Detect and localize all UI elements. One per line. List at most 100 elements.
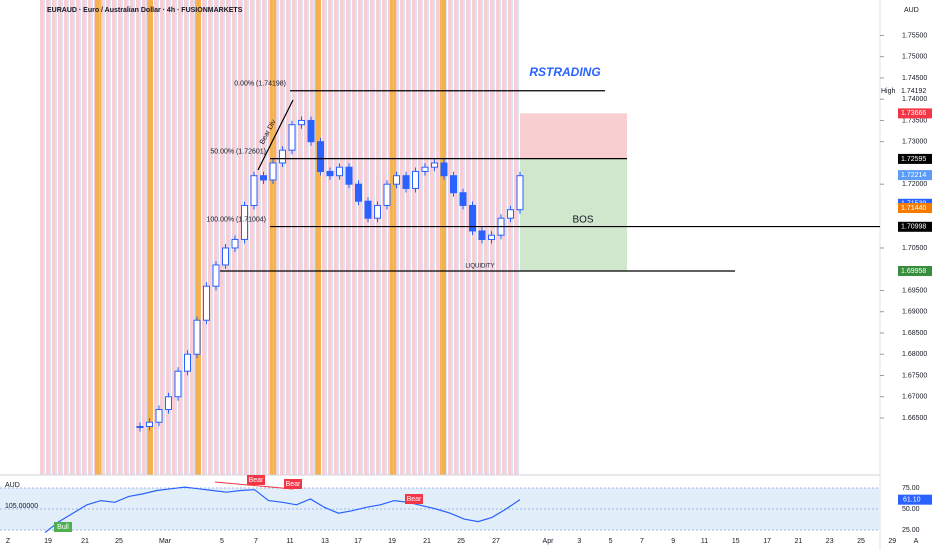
rsi-line [44,486,521,534]
candle [165,396,172,410]
rsi-currency: AUD [5,482,20,489]
stripe [106,0,110,475]
candle [402,175,410,189]
candle [336,166,343,177]
stripe [364,0,368,475]
rsi-scale-label: 105.00000 [5,503,38,510]
symbol-title: EURAUD · Euro / Australian Dollar · 4h ·… [47,7,243,14]
candle [222,247,229,266]
y-tick-label: 1.74000 [902,96,927,103]
candle [383,183,391,206]
stripe [361,0,363,475]
stripe [385,0,387,475]
stripe [379,0,381,475]
stripe [160,0,164,475]
y-tick-label: 1.72000 [902,181,927,188]
stripe [40,0,44,475]
stripe [517,0,519,475]
stripe [46,0,50,475]
y-tick-label: 1.69500 [902,287,927,294]
candle [345,166,353,185]
stripe [280,0,284,475]
session-stripes [40,0,519,475]
stripe [265,0,267,475]
candle [279,149,286,164]
stripe [127,0,129,475]
candle [288,124,296,151]
stripe [352,0,356,475]
signal-badge [247,475,265,485]
stripe [205,0,207,475]
stripe [373,0,375,475]
stripe [43,0,45,475]
divergence-line [257,99,294,171]
stripe [166,0,170,475]
stripe [382,0,386,475]
x-tick-label: 29 [888,538,896,545]
candle [364,200,372,219]
candle [478,230,486,240]
stripe [124,0,128,475]
price-tag [898,86,932,97]
x-tick-label: 11 [286,538,293,545]
highlight-column [315,0,321,475]
highlight-column [147,0,153,475]
x-tick-label: 13 [321,538,329,545]
stripe [190,0,194,475]
rsi-last-tag [898,494,932,505]
highlight-column [390,0,396,475]
stripe [67,0,69,475]
stripe [418,0,422,475]
y-tick-label: 1.67500 [902,372,927,379]
stripe [406,0,410,475]
stripe [202,0,206,475]
x-tick-label: 11 [701,538,708,545]
x-tick-label: 27 [492,538,500,545]
candle [250,175,258,206]
price-tag [898,266,932,277]
highlight-column [270,0,276,475]
y-tick-label: 1.75000 [902,54,927,61]
x-tick-label: 7 [254,538,258,545]
stripe [430,0,434,475]
stripe [223,0,225,475]
candle [374,204,381,219]
stripe [325,0,327,475]
stripe [217,0,219,475]
signal-badge [284,479,302,489]
candle [440,162,448,177]
stripe [136,0,140,475]
stripe [412,0,416,475]
stripe [499,0,501,475]
y-tick-label: 1.73000 [902,139,927,146]
stripe [400,0,404,475]
stripe [181,0,183,475]
candle [241,204,248,240]
stripe [112,0,116,475]
stripe [304,0,308,475]
stripe [184,0,188,475]
stripe [88,0,92,475]
y-tick-label: 1.69000 [902,309,927,316]
stripe [238,0,242,475]
stripe [277,0,279,475]
candle [212,264,220,287]
x-edge-label: A [914,538,919,545]
stripe [463,0,465,475]
stripe [58,0,62,475]
stripe [193,0,195,475]
x-tick-label: 3 [577,538,581,545]
stripe [322,0,326,475]
stripe [262,0,266,475]
x-tick-label: Mar [159,538,172,545]
stripe [211,0,213,475]
stripe [313,0,315,475]
y-tick-label: 1.75500 [902,32,927,39]
stripe [139,0,141,475]
stripe [64,0,68,475]
stripe [208,0,212,475]
price-tag-label: 1.71440 [901,205,926,212]
stripe [154,0,158,475]
stripe [334,0,338,475]
candle [459,192,467,206]
